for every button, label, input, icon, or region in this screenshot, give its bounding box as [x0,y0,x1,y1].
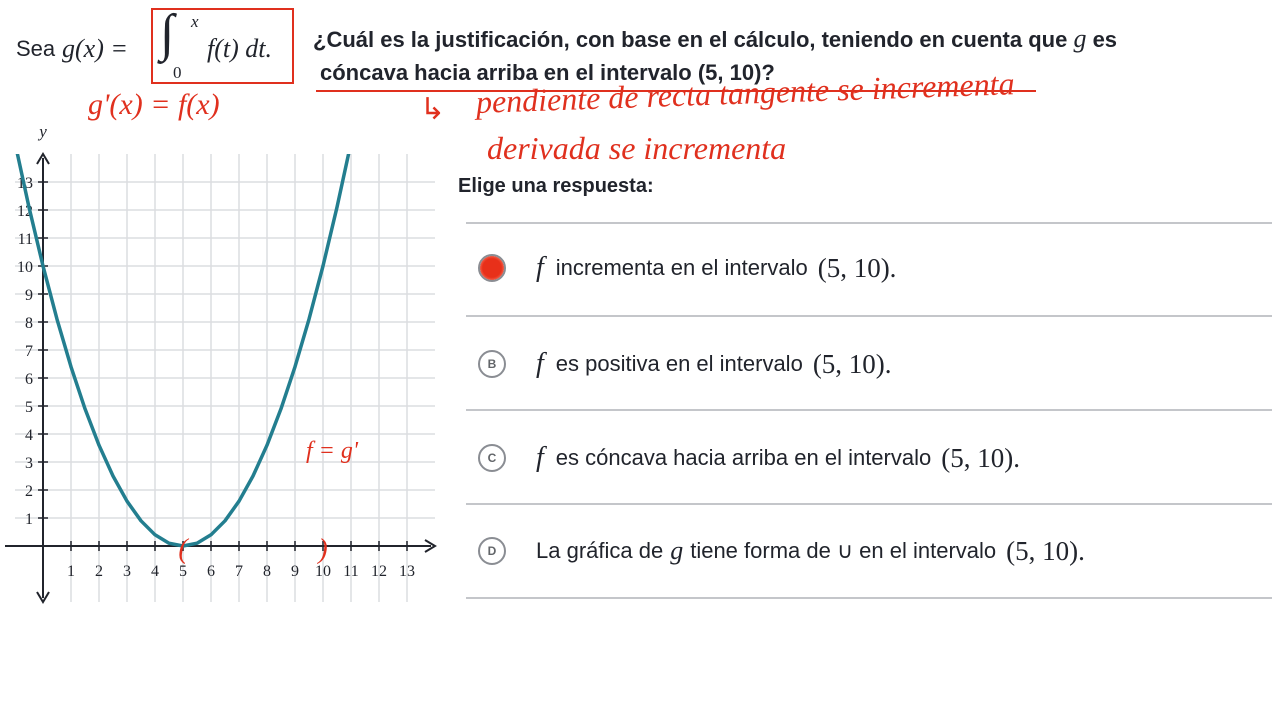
question-text: es [1092,27,1118,52]
y-tick-label: 1 [25,511,33,528]
answer-var: f [536,348,544,379]
x-tick-label: 2 [95,563,103,580]
annotation: ) [316,534,327,565]
divider [466,597,1272,599]
answer-var: f [536,442,544,473]
handwritten-arrow: ↳ [420,93,446,126]
y-tick-label: 3 [25,455,33,472]
answer-text: La gráfica de [536,538,664,563]
highlight-box [151,8,294,84]
y-tick-label: 7 [25,343,33,360]
question-line: ¿Cuál es la justificación, con base en e… [313,24,1117,54]
lhs: g(x) = [62,34,128,63]
x-tick-label: 10 [315,563,331,580]
answer-option[interactable]: f incrementa en el intervalo (5, 10). [466,248,1272,288]
y-axis-label: y [37,122,47,141]
answer-radio[interactable]: B [478,350,506,378]
divider [466,315,1272,317]
plot-area [15,154,351,548]
divider [466,222,1272,224]
answer-radio[interactable]: C [478,444,506,472]
answer-radio[interactable]: D [478,537,506,565]
prompt: Elige una respuesta: [458,175,654,197]
x-tick-label: 1 [67,563,75,580]
handwritten-note: derivada se incrementa [487,130,787,166]
y-tick-label: 2 [25,483,33,500]
answer-text: incrementa en el intervalo [555,255,808,280]
answer-text: es positiva en el intervalo [555,351,803,376]
question-var: g [1073,24,1087,53]
answer-var: f [536,252,544,283]
x-tick-label: 13 [399,563,415,580]
x-tick-label: 4 [151,563,159,580]
axis-arrow [36,152,50,165]
y-tick-label: 5 [25,399,33,416]
y-tick-label: 11 [18,231,33,248]
question-line: cóncava hacia arriba en el intervalo (5,… [320,60,775,85]
annotation: f = g' [306,438,359,464]
answer-option[interactable]: C f es cóncava hacia arriba en el interv… [466,438,1272,478]
answer-text: es cóncava hacia arriba en el intervalo [555,445,932,470]
axis-arrow [36,591,50,604]
answer-interval: (5, 10). [817,252,897,283]
answer-interval: (5, 10). [1006,535,1085,566]
answer-radio[interactable] [478,254,506,282]
answer-option[interactable]: B f es positiva en el intervalo (5, 10). [466,344,1272,384]
integral-lower: 0 [173,63,182,82]
answer-interval: (5, 10). [941,442,1020,473]
curve [15,154,351,548]
x-tick-label: 12 [371,563,387,580]
axis-arrow [424,539,437,553]
x-tick-label: 9 [291,563,299,580]
answer-interval: (5, 10). [812,348,892,379]
question-text: ¿Cuál es la justificación, con base en e… [313,27,1068,52]
divider [466,409,1272,411]
answer-text: tiene forma de ∪ en el intervalo [690,538,997,563]
y-tick-label: 8 [25,315,33,332]
integral-sign: ∫ [160,5,175,62]
y-tick-label: 6 [25,371,33,388]
divider [466,503,1272,505]
annotation: ( [178,534,189,565]
underline [316,90,1036,92]
answer-var: g [670,536,684,565]
x-tick-label: 11 [343,563,358,580]
x-tick-label: 3 [123,563,131,580]
handwritten-note: g'(x) = f(x) [88,88,220,121]
y-tick-label: 10 [17,259,33,276]
x-tick-label: 7 [235,563,243,580]
x-tick-label: 6 [207,563,215,580]
answer-list: f incrementa en el intervalo (5, 10). B … [466,222,1272,602]
y-tick-label: 4 [25,427,33,444]
lead: Sea [16,36,56,61]
integrand: f(t) dt. [207,34,272,63]
x-tick-label: 8 [263,563,271,580]
y-tick-label: 9 [25,287,33,304]
answer-option[interactable]: D La gráfica de g tiene forma de ∪ en el… [466,531,1272,571]
x-tick-label: 5 [179,563,187,580]
integral-upper: x [191,12,199,31]
